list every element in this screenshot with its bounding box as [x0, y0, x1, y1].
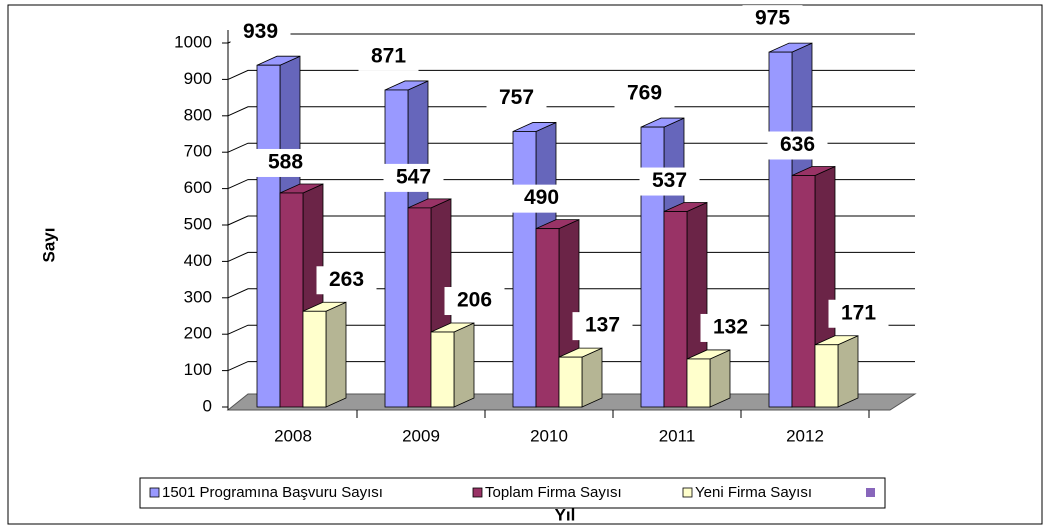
x-tick-label: 2009 [402, 426, 440, 445]
y-axis-label: Sayı [39, 228, 58, 263]
data-label: 490 [524, 186, 559, 209]
data-label-bg [742, 5, 803, 34]
legend-swatch [472, 487, 483, 498]
bar-side [581, 347, 603, 408]
data-label-bg [230, 18, 291, 47]
legend-swatch [682, 487, 693, 498]
data-label: 132 [713, 315, 748, 338]
bar-side [453, 322, 475, 408]
legend-label: 1501 Programına Başvuru Sayısı [162, 484, 383, 501]
data-label: 537 [652, 169, 687, 192]
bar [279, 192, 304, 408]
data-label: 588 [268, 151, 303, 174]
y-tick-label: 0 [203, 396, 212, 415]
data-label: 547 [396, 165, 431, 188]
y-tick-label: 900 [184, 69, 212, 88]
y-tick-label: 100 [184, 360, 212, 379]
data-label: 757 [499, 86, 534, 109]
data-label-bg [444, 287, 505, 316]
data-label-bg [358, 42, 419, 71]
data-label-bg [614, 80, 675, 109]
bar [407, 207, 432, 408]
data-label-bg [316, 266, 377, 295]
grid-line [227, 142, 915, 153]
y-tick-label: 300 [184, 287, 212, 306]
data-label: 769 [627, 82, 662, 105]
bar-side [709, 349, 731, 408]
grid-line [227, 106, 915, 117]
data-label: 636 [780, 133, 815, 156]
data-label-bg [383, 163, 444, 192]
bar [686, 358, 711, 408]
bar [558, 356, 583, 408]
bar-side [837, 335, 859, 408]
data-label-bg [511, 184, 572, 213]
data-label: 263 [329, 268, 364, 291]
legend: 1501 Programına Başvuru Sayısı Toplam Fir… [139, 477, 886, 509]
y-tick-label: 800 [184, 105, 212, 124]
data-label-bg [639, 167, 700, 196]
x-tick-label: 2010 [530, 426, 568, 445]
legend-swatch [149, 487, 160, 498]
x-tick-label: 2008 [274, 426, 312, 445]
data-label: 975 [755, 7, 790, 30]
y-tick-label: 200 [184, 324, 212, 343]
bar [302, 310, 327, 408]
data-label: 171 [841, 301, 876, 324]
data-label-bg [767, 131, 828, 160]
bar [663, 211, 688, 408]
x-tick-label: 2012 [786, 426, 824, 445]
bar [256, 64, 281, 408]
bar [535, 228, 560, 408]
bar-side [325, 301, 347, 408]
data-label-bg [255, 148, 316, 177]
x-axis-label: Yıl [555, 505, 576, 524]
bar [791, 175, 816, 408]
bar [768, 51, 793, 408]
data-label-bg [700, 313, 761, 342]
data-label: 871 [371, 45, 406, 68]
bar [512, 131, 537, 408]
data-label: 939 [243, 20, 278, 43]
data-label-bg [572, 312, 633, 341]
y-tick-label: 1000 [174, 32, 212, 51]
y-tick-label: 500 [184, 214, 212, 233]
legend-box [139, 477, 886, 509]
grid-line [227, 69, 915, 80]
y-tick-label: 600 [184, 178, 212, 197]
bar [430, 331, 455, 408]
bar [384, 89, 409, 408]
legend-label: Toplam Firma Sayısı [485, 484, 622, 501]
data-label-bg [828, 299, 889, 328]
bar [814, 344, 839, 408]
y-tick-label: 400 [184, 251, 212, 270]
x-tick-label: 2011 [659, 426, 696, 445]
legend-swatch [866, 488, 875, 497]
data-label-bg [486, 84, 547, 113]
data-label: 137 [585, 314, 620, 337]
data-label: 206 [457, 289, 492, 312]
legend-label: Yeni Firma Sayısı [695, 484, 812, 501]
plot: 0 100 200 300 400 500 600 700 800 900 1000 2008 2009… [174, 5, 915, 445]
y-tick-label: 700 [184, 142, 212, 161]
